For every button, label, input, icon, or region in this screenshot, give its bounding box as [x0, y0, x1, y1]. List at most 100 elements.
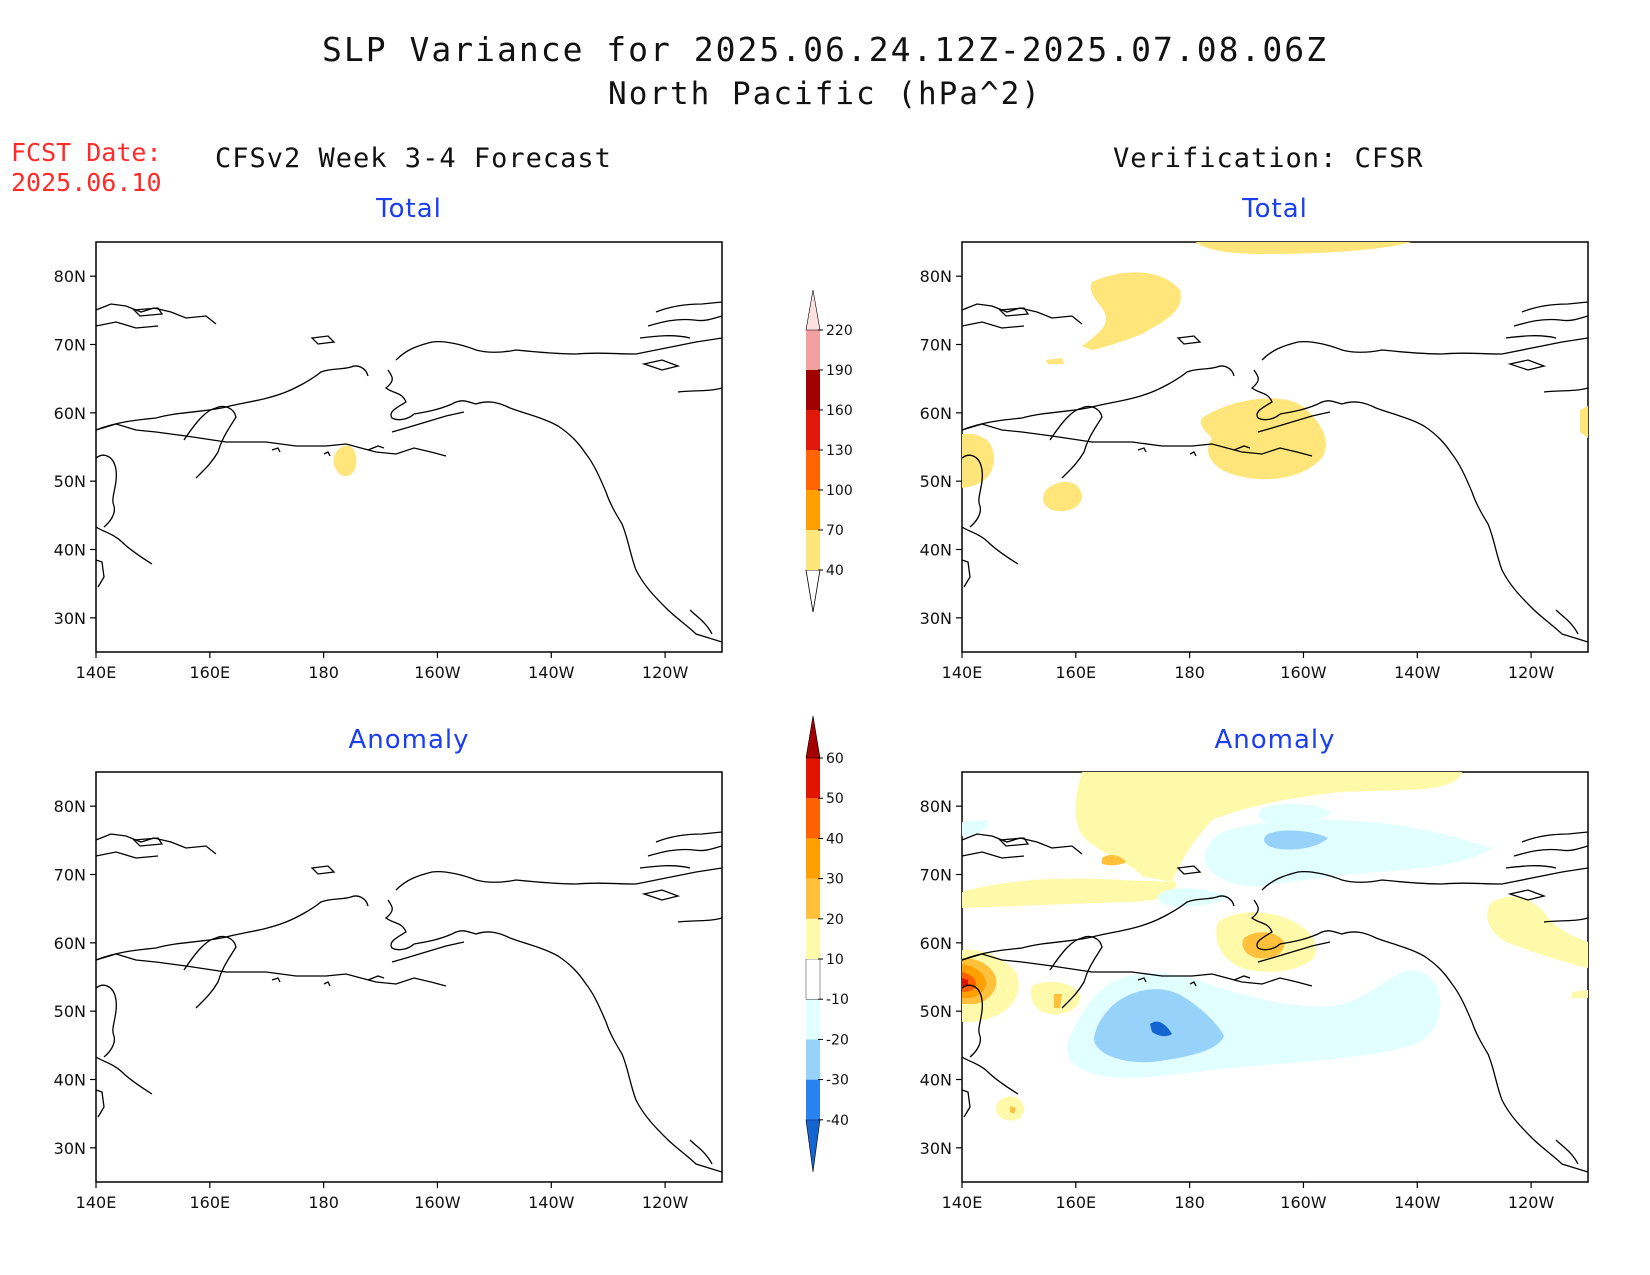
- colorbar-label: -20: [826, 1032, 849, 1048]
- colorbar-label: 40: [826, 831, 844, 847]
- lat-label: 50N: [920, 472, 952, 491]
- colorbar-swatch: [806, 490, 820, 530]
- lat-label: 40N: [920, 541, 952, 560]
- colorbar-label: -40: [826, 1113, 849, 1129]
- lon-label: 180: [1174, 1193, 1205, 1212]
- lon-label: 140E: [942, 663, 983, 682]
- colorbar-swatch: [806, 798, 820, 839]
- lon-label: 140E: [76, 1193, 117, 1212]
- colorbar-label: 60: [826, 751, 844, 767]
- colorbar-label: 30: [826, 872, 844, 888]
- colorbar-label: -10: [826, 992, 849, 1008]
- forecast-anomaly-title: Anomaly: [348, 725, 470, 755]
- colorbar-label: 50: [826, 791, 844, 807]
- verification-total-title: Total: [1242, 194, 1308, 224]
- colorbar-swatch: [806, 1079, 820, 1120]
- forecast-column-heading: CFSv2 Week 3-4 Forecast: [215, 143, 612, 174]
- lat-label: 70N: [920, 866, 952, 885]
- lon-label: 120W: [1508, 1193, 1555, 1212]
- fcst-date-label: FCST Date:: [11, 138, 162, 167]
- colorbar-swatch: [806, 758, 820, 799]
- verification-total-map: [961, 241, 1589, 653]
- colorbar-swatch: [806, 450, 820, 490]
- colorbar-lower-triangle: [805, 1119, 821, 1173]
- lat-label: 80N: [54, 797, 86, 816]
- colorbar-label: 40: [826, 563, 844, 579]
- colorbar-label: 220: [826, 323, 853, 339]
- colorbar-label: -30: [826, 1073, 849, 1089]
- lon-label: 160W: [1280, 663, 1327, 682]
- lat-label: 30N: [920, 609, 952, 628]
- colorbar-swatch: [806, 330, 820, 370]
- colorbar-label: 20: [826, 912, 844, 928]
- colorbar-swatch: [806, 410, 820, 450]
- lon-label: 140E: [76, 663, 117, 682]
- lon-label: 180: [1174, 663, 1205, 682]
- verification-anomaly-map: [961, 771, 1589, 1183]
- lon-label: 140W: [528, 663, 575, 682]
- colorbar-lower-triangle: [805, 569, 821, 613]
- fcst-date-block: FCST Date: 2025.06.10: [11, 138, 162, 198]
- colorbar-label: 130: [826, 443, 853, 459]
- forecast-total-title: Total: [376, 194, 442, 224]
- lat-label: 40N: [54, 1071, 86, 1090]
- lat-label: 50N: [54, 472, 86, 491]
- lat-label: 60N: [54, 404, 86, 423]
- lat-label: 40N: [54, 541, 86, 560]
- lon-label: 140E: [942, 1193, 983, 1212]
- map-frame: [95, 771, 723, 1183]
- lat-label: 40N: [920, 1071, 952, 1090]
- colorbar-swatch: [806, 1039, 820, 1080]
- lat-label: 80N: [920, 267, 952, 286]
- map-axes: 140E 160E 180 160W 140W 120W 80N 70N 60N 50N 40N 30…: [54, 267, 1555, 1212]
- lat-label: 60N: [54, 934, 86, 953]
- lat-label: 50N: [54, 1002, 86, 1021]
- lat-label: 30N: [54, 1139, 86, 1158]
- map-frame: [95, 241, 723, 653]
- lon-label: 120W: [642, 663, 689, 682]
- lat-label: 70N: [54, 336, 86, 355]
- verification-column-heading: Verification: CFSR: [1113, 143, 1424, 174]
- colorbar-anomaly: -40 -30 -20 -10 10 20 30 40 50 60: [805, 715, 849, 1173]
- forecast-total-map: [95, 241, 723, 653]
- colorbar-upper-triangle: [805, 715, 821, 759]
- main-subtitle: North Pacific (hPa^2): [608, 76, 1042, 112]
- lon-label: 160E: [189, 1193, 230, 1212]
- verification-anomaly-title: Anomaly: [1214, 725, 1336, 755]
- lon-label: 160E: [1055, 1193, 1096, 1212]
- lon-label: 120W: [642, 1193, 689, 1212]
- lat-label: 80N: [54, 267, 86, 286]
- colorbar-swatch: [806, 838, 820, 879]
- lon-label: 120W: [1508, 663, 1555, 682]
- lat-label: 60N: [920, 404, 952, 423]
- contour-40-70: [333, 445, 357, 477]
- colorbar-swatch: [806, 530, 820, 570]
- lon-label: 160E: [189, 663, 230, 682]
- colorbar-swatch: [806, 878, 820, 919]
- lon-label: 160W: [414, 1193, 461, 1212]
- fcst-date-value: 2025.06.10: [11, 168, 162, 197]
- lon-label: 160W: [414, 663, 461, 682]
- colorbar-swatch: [805, 958, 821, 1000]
- lon-label: 140W: [1394, 1193, 1441, 1212]
- colorbar-upper-triangle: [805, 289, 821, 331]
- colorbar-total: 40 70 100 130 160 190 220: [805, 289, 853, 613]
- lon-label: 160E: [1055, 663, 1096, 682]
- lon-label: 140W: [528, 1193, 575, 1212]
- lat-label: 30N: [54, 609, 86, 628]
- lat-label: 80N: [920, 797, 952, 816]
- main-title: SLP Variance for 2025.06.24.12Z-2025.07.…: [322, 30, 1328, 69]
- lat-label: 60N: [920, 934, 952, 953]
- colorbar-swatch: [806, 370, 820, 410]
- lat-label: 50N: [920, 1002, 952, 1021]
- lat-label: 30N: [920, 1139, 952, 1158]
- forecast-anomaly-map: [95, 771, 723, 1183]
- lon-label: 140W: [1394, 663, 1441, 682]
- lat-label: 70N: [920, 336, 952, 355]
- colorbar-label: 70: [826, 523, 844, 539]
- colorbar-swatch: [806, 999, 820, 1040]
- lon-label: 180: [308, 663, 339, 682]
- colorbar-label: 160: [826, 403, 853, 419]
- lat-label: 70N: [54, 866, 86, 885]
